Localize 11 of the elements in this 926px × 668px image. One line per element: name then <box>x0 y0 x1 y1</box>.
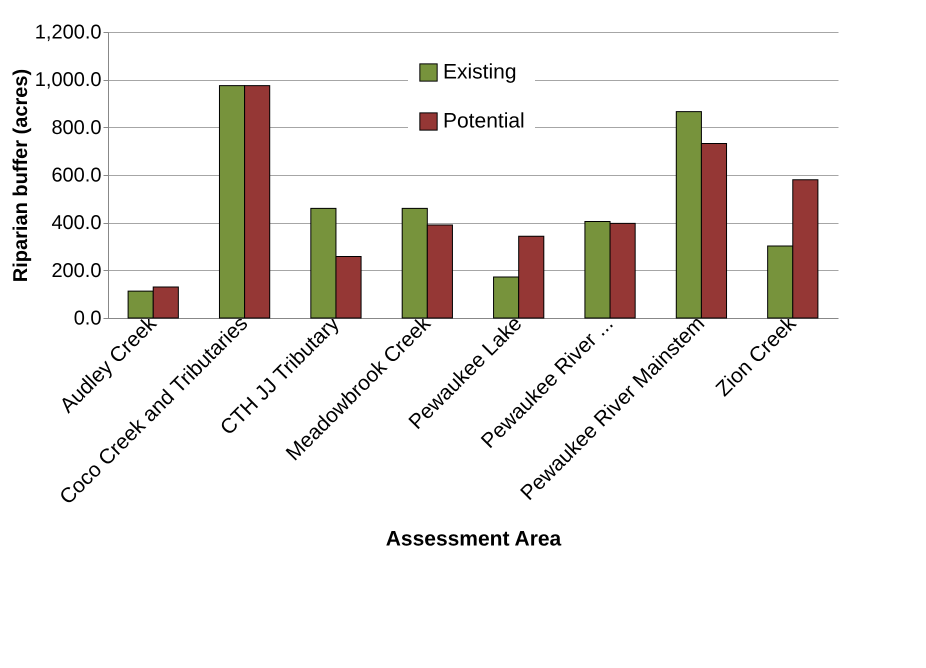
y-tick-label: 600.0 <box>51 164 102 186</box>
y-tick-label: 1,000.0 <box>34 69 102 92</box>
y-tick-label: 1,200.0 <box>34 22 102 44</box>
x-axis-title: Assessment Area <box>386 528 562 551</box>
legend-label: Existing <box>443 60 517 84</box>
y-tick-label: 400.0 <box>51 212 102 234</box>
legend-label: Potential <box>443 110 525 132</box>
y-tick-label: 800.0 <box>51 116 102 139</box>
y-axis-title: Riparian buffer (acres) <box>10 68 32 282</box>
y-tick-label: 0.0 <box>74 308 102 330</box>
y-tick-label: 200.0 <box>51 260 102 282</box>
